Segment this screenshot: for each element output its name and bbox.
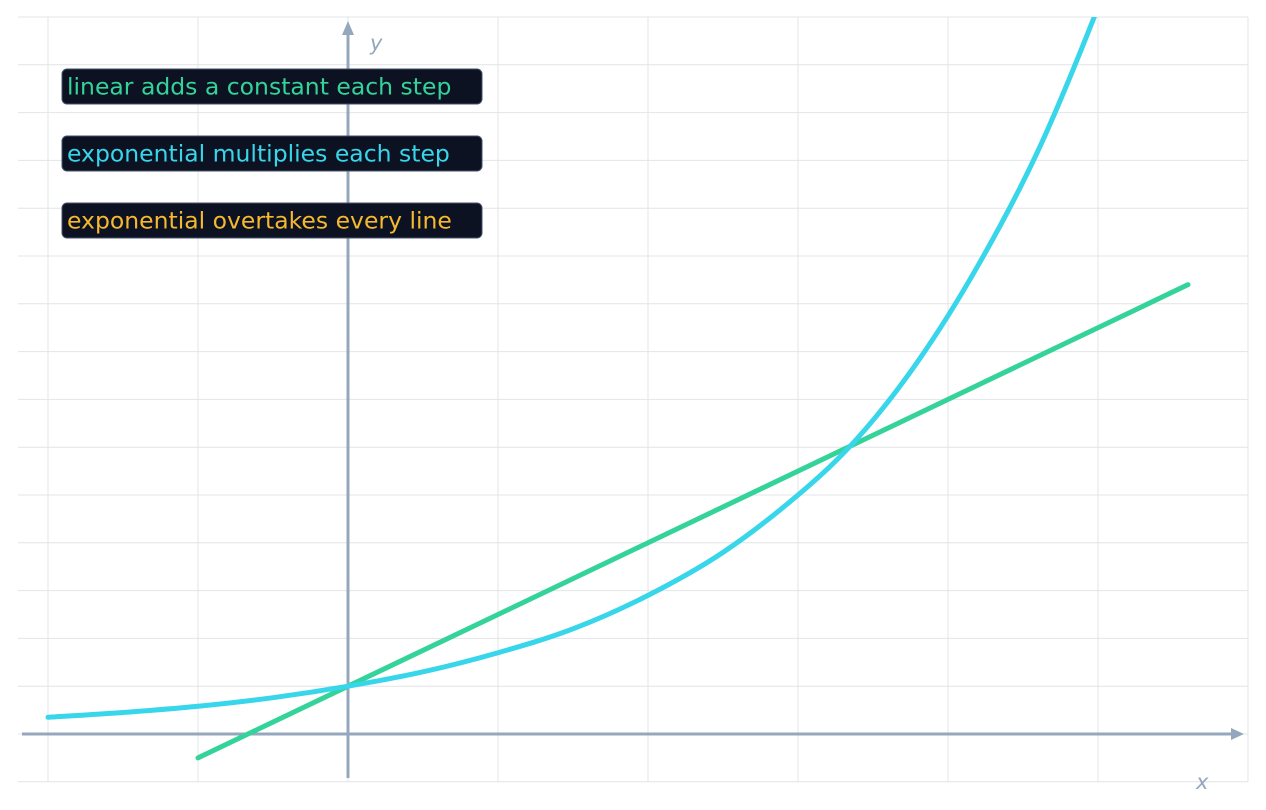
annotation-box bbox=[61, 135, 483, 172]
annotation-note: linear adds a constant each step bbox=[61, 68, 483, 105]
annotation-text: linear adds a constant each step bbox=[67, 73, 451, 101]
y-axis-arrow bbox=[342, 21, 354, 35]
annotations: linear adds a constant each step exponent… bbox=[61, 68, 483, 239]
annotation-text: exponential multiplies each step bbox=[67, 140, 450, 168]
x-axis-arrow bbox=[1231, 728, 1244, 740]
series-line-exponential bbox=[45, 17, 1097, 720]
grid bbox=[18, 16, 1249, 783]
annotation-text: exponential overtakes every line bbox=[67, 207, 452, 235]
y-axis-label: y bbox=[369, 31, 383, 55]
series-layer bbox=[45, 17, 1191, 761]
x-axis-label: x bbox=[1195, 770, 1209, 794]
annotation-note: exponential overtakes every line bbox=[61, 202, 483, 239]
annotation-box bbox=[61, 202, 483, 239]
series-line-linear bbox=[195, 282, 1191, 761]
annotation-note: exponential multiplies each step bbox=[61, 135, 483, 172]
annotation-box bbox=[61, 68, 483, 105]
